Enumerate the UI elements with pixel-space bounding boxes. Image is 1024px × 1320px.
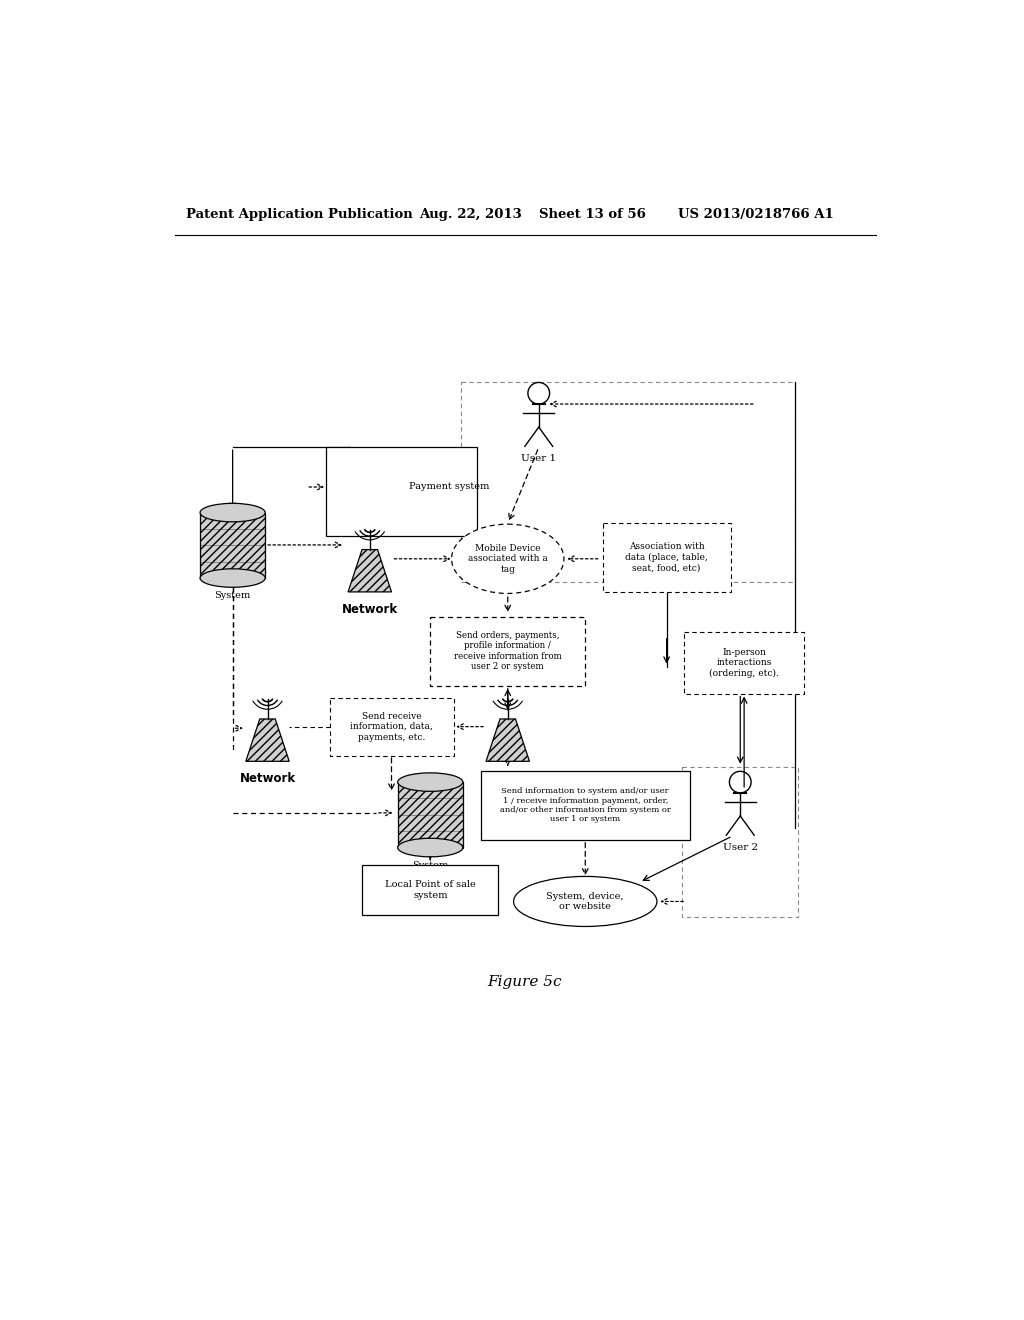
Text: User 2: User 2 [723,843,758,851]
Text: Payment system: Payment system [409,483,489,491]
Text: Sheet 13 of 56: Sheet 13 of 56 [539,209,645,222]
Text: Local Point of sale
system: Local Point of sale system [385,880,475,900]
Text: Send receive
information, data,
payments, etc.: Send receive information, data, payments… [350,711,433,742]
Bar [326,447,477,536]
Bar [330,698,454,755]
Text: System: System [214,591,251,601]
Text: In-person
interactions
(ordering, etc).: In-person interactions (ordering, etc). [710,648,779,677]
Text: Network: Network [479,772,536,785]
Ellipse shape [452,524,564,594]
Bar [397,781,463,847]
Text: Patent Application Publication: Patent Application Publication [186,209,413,222]
Text: System: System [412,861,449,870]
Text: Aug. 22, 2013: Aug. 22, 2013 [419,209,521,222]
Ellipse shape [200,569,265,587]
Ellipse shape [397,838,463,857]
Bar [684,632,804,693]
Text: Send information to system and/or user
1 / receive information payment, order,
a: Send information to system and/or user 1… [500,788,671,822]
Polygon shape [348,549,391,591]
Bar [461,381,795,582]
Text: Mobile Device
associated with a
tag: Mobile Device associated with a tag [468,544,548,574]
Text: System, device,
or website: System, device, or website [547,892,624,911]
Text: Association with
data (place, table,
seat, food, etc): Association with data (place, table, sea… [626,543,708,573]
Text: Send orders, payments,
profile information /
receive information from
user 2 or : Send orders, payments, profile informati… [454,631,561,672]
Bar [430,616,586,686]
Ellipse shape [397,774,463,792]
Text: US 2013/0218766 A1: US 2013/0218766 A1 [678,209,834,222]
Bar [200,512,265,578]
Bar [682,767,799,917]
Polygon shape [246,719,289,762]
Text: User 1: User 1 [521,454,556,463]
Text: Network: Network [342,603,398,615]
Bar [480,771,690,840]
Text: Network: Network [240,772,296,785]
Bar [603,523,730,591]
Bar [362,865,498,915]
Polygon shape [486,719,529,762]
Text: Figure 5c: Figure 5c [487,974,562,989]
Ellipse shape [200,503,265,521]
Ellipse shape [514,876,657,927]
